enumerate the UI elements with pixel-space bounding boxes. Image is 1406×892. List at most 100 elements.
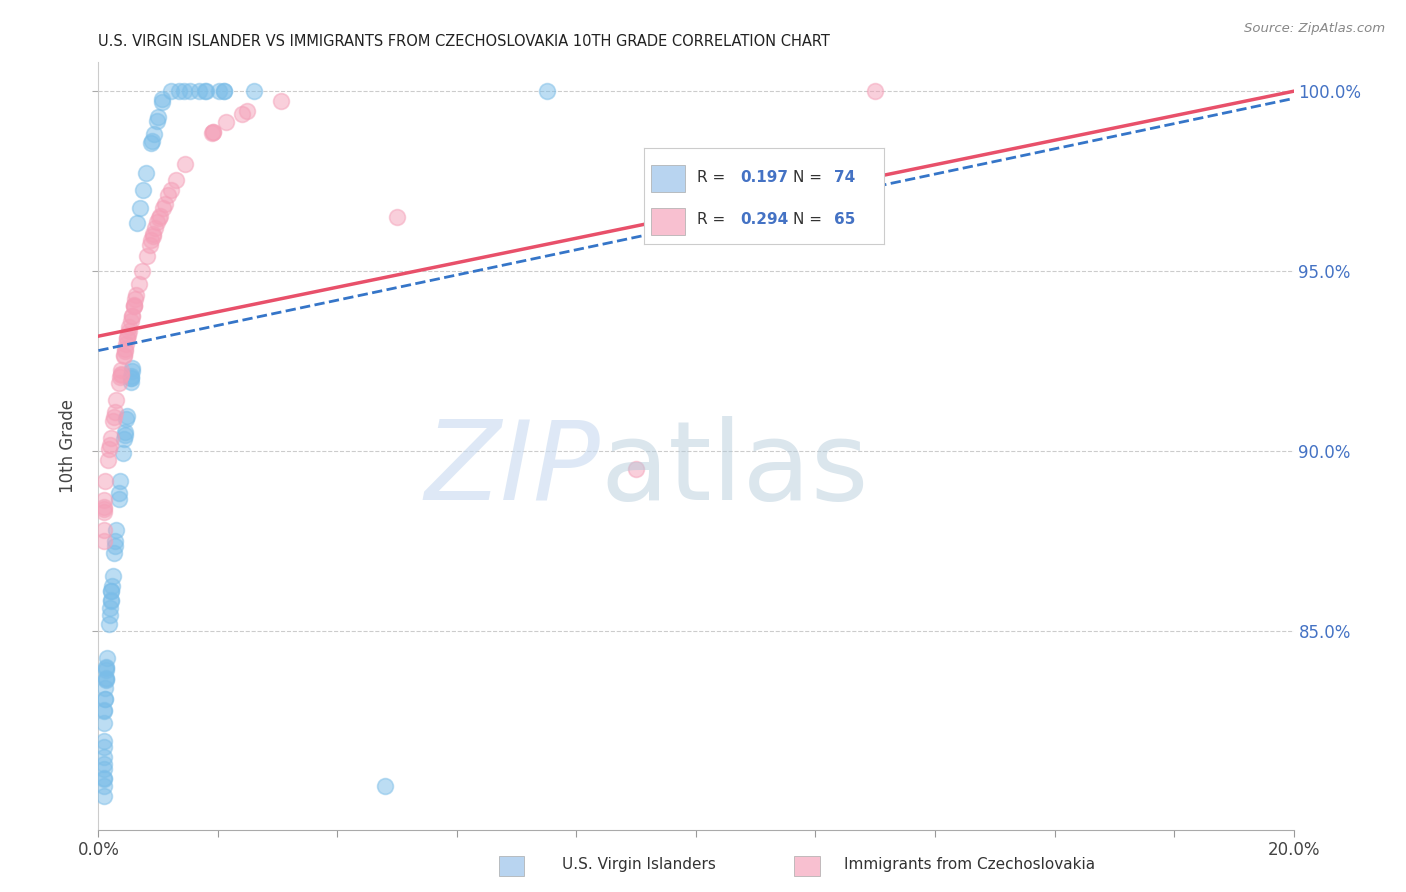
Text: R =: R = bbox=[697, 212, 730, 227]
Point bbox=[111, 446, 134, 460]
Point bbox=[115, 337, 138, 351]
Point bbox=[201, 127, 224, 141]
Point bbox=[128, 277, 150, 291]
Point bbox=[117, 324, 139, 338]
Point bbox=[96, 660, 118, 674]
Point bbox=[98, 438, 121, 452]
Point bbox=[93, 502, 115, 516]
Point bbox=[135, 249, 157, 263]
Point bbox=[122, 299, 145, 313]
Point bbox=[117, 327, 139, 342]
Point bbox=[125, 287, 148, 301]
Point bbox=[93, 691, 115, 706]
Point bbox=[157, 188, 180, 202]
Point bbox=[94, 681, 117, 696]
Point bbox=[121, 361, 143, 376]
Point bbox=[100, 593, 122, 607]
Point bbox=[110, 475, 132, 489]
Point bbox=[131, 183, 153, 197]
Point bbox=[93, 533, 115, 548]
Point bbox=[93, 691, 115, 706]
Point bbox=[202, 125, 225, 139]
Point bbox=[100, 584, 122, 599]
Point bbox=[152, 92, 174, 106]
Point bbox=[120, 313, 142, 327]
Point bbox=[93, 716, 115, 731]
Point bbox=[146, 110, 169, 124]
Point bbox=[114, 425, 136, 439]
Point bbox=[194, 84, 217, 98]
Point bbox=[149, 209, 172, 223]
Point bbox=[115, 411, 138, 425]
Point bbox=[142, 127, 165, 141]
Point bbox=[93, 780, 115, 794]
Point bbox=[536, 84, 558, 98]
Point bbox=[96, 661, 118, 675]
Point bbox=[93, 762, 115, 776]
Point bbox=[128, 201, 150, 215]
Point bbox=[188, 84, 211, 98]
Point bbox=[212, 84, 235, 98]
Point bbox=[145, 221, 167, 235]
Point bbox=[120, 371, 142, 385]
Point bbox=[138, 238, 160, 252]
Point bbox=[98, 601, 121, 615]
Point bbox=[94, 475, 117, 489]
Point bbox=[110, 367, 132, 381]
Point bbox=[101, 569, 124, 583]
Point bbox=[110, 363, 132, 377]
Point bbox=[152, 201, 174, 215]
Point bbox=[93, 740, 115, 755]
Point bbox=[135, 166, 157, 180]
Point bbox=[385, 211, 409, 225]
Text: 74: 74 bbox=[834, 169, 855, 185]
Point bbox=[96, 651, 118, 665]
Point bbox=[141, 233, 163, 247]
Point bbox=[148, 211, 170, 225]
Point bbox=[153, 196, 176, 211]
Point bbox=[121, 364, 143, 378]
Point bbox=[215, 115, 238, 129]
Point bbox=[93, 703, 115, 717]
Point bbox=[208, 84, 231, 98]
Point bbox=[98, 617, 121, 632]
Text: U.S. VIRGIN ISLANDER VS IMMIGRANTS FROM CZECHOSLOVAKIA 10TH GRADE CORRELATION CH: U.S. VIRGIN ISLANDER VS IMMIGRANTS FROM … bbox=[98, 34, 831, 49]
Point bbox=[146, 215, 169, 229]
Point bbox=[108, 369, 131, 384]
Point bbox=[173, 84, 195, 98]
Point bbox=[202, 125, 225, 139]
Point bbox=[165, 172, 187, 186]
Point bbox=[115, 331, 138, 345]
Text: Source: ZipAtlas.com: Source: ZipAtlas.com bbox=[1244, 22, 1385, 36]
Point bbox=[107, 491, 129, 506]
Point bbox=[110, 368, 132, 382]
Point bbox=[142, 227, 165, 241]
Point bbox=[93, 704, 115, 718]
Point bbox=[105, 393, 128, 408]
Point bbox=[231, 106, 253, 120]
Point bbox=[94, 671, 117, 685]
Text: ZIP: ZIP bbox=[425, 416, 600, 523]
Point bbox=[236, 104, 259, 119]
Point bbox=[103, 546, 125, 560]
Point bbox=[117, 330, 139, 344]
Point bbox=[121, 309, 143, 323]
Point bbox=[93, 733, 115, 747]
Text: 0.197: 0.197 bbox=[740, 169, 789, 185]
Point bbox=[93, 505, 115, 519]
FancyBboxPatch shape bbox=[651, 165, 685, 192]
Point bbox=[100, 584, 122, 599]
Point bbox=[141, 134, 163, 148]
Point bbox=[100, 431, 122, 445]
Text: N =: N = bbox=[793, 169, 827, 185]
Point bbox=[131, 264, 153, 278]
Point bbox=[104, 533, 127, 548]
Point bbox=[114, 343, 136, 357]
Point bbox=[212, 84, 235, 98]
Point bbox=[94, 673, 117, 687]
Point bbox=[120, 376, 142, 390]
Text: U.S. Virgin Islanders: U.S. Virgin Islanders bbox=[562, 857, 716, 872]
Point bbox=[142, 228, 165, 243]
Point bbox=[122, 298, 145, 312]
Point bbox=[179, 84, 201, 98]
